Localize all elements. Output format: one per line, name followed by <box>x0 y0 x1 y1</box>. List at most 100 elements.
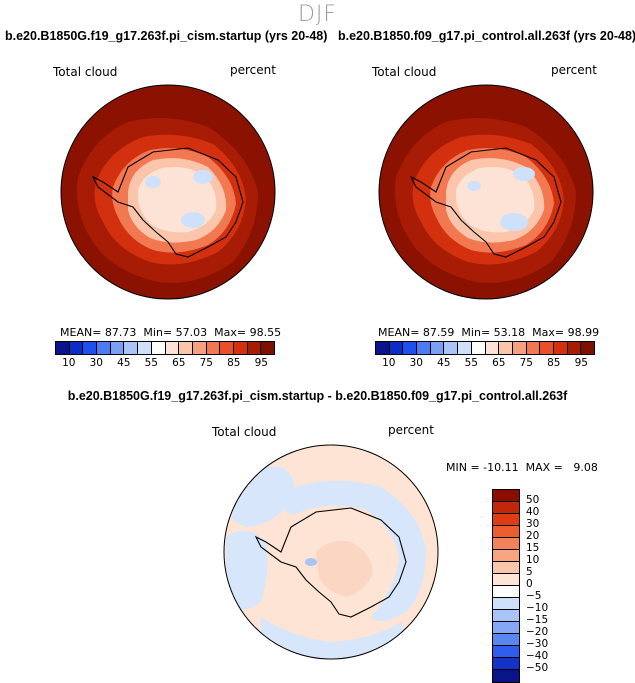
panel-1-colorbar-swatch <box>233 342 248 354</box>
panel-2-colorbar-swatch <box>430 342 445 354</box>
panel-1-colorbar-tick-label: 55 <box>144 357 158 369</box>
low-cloud-patch <box>467 181 481 191</box>
panel-1-colorbar-swatch <box>179 342 193 354</box>
panel-2-colorbar-swatch <box>417 342 431 354</box>
panel-3-units: percent <box>388 423 434 437</box>
panel-2-colorbar-tick-label: 30 <box>409 357 423 369</box>
panel-3-colorbar-swatch <box>493 634 519 646</box>
diff-negative-region <box>281 480 426 621</box>
panel-2-colorbar-swatch <box>512 342 527 354</box>
panel-2-colorbar-swatch <box>567 342 582 354</box>
panel-1-units: percent <box>230 63 276 77</box>
panel-3-colorbar-tick-label: −20 <box>526 626 549 638</box>
panel-3-colorbar-tick-label: −5 <box>526 590 542 602</box>
panel-3-colorbar-tick-label: 5 <box>526 566 533 578</box>
panel-3-colorbar-swatch <box>493 502 519 514</box>
low-cloud-patch <box>145 176 161 188</box>
panel-1-colorbar-swatch <box>247 342 262 354</box>
panel-1-variable: Total cloud <box>53 65 118 79</box>
panel-3-colorbar-swatch <box>493 538 519 550</box>
low-cloud-patch <box>193 170 213 184</box>
panel-1-colorbar-swatch <box>165 342 180 354</box>
panel-2-colorbar-swatch <box>553 342 568 354</box>
panel-1-colorbar-tick-label: 65 <box>172 357 186 369</box>
panel-2-variable: Total cloud <box>372 65 437 79</box>
panel-3-colorbar-tick-label: 20 <box>526 530 540 542</box>
panel-2-colorbar-tick-label: 75 <box>519 357 533 369</box>
panel-1-colorbar-swatch <box>110 342 125 354</box>
panel-2-colorbar-swatch <box>540 342 554 354</box>
panel-3-colorbar-swatch <box>493 526 519 538</box>
panel-2-polar-map <box>378 84 594 300</box>
antarctica-coastline <box>254 507 407 618</box>
panel-1-polar-map <box>60 84 276 300</box>
diff-negative-region <box>260 617 404 659</box>
panel-2-colorbar-swatch <box>499 342 513 354</box>
panel-2-colorbar-swatch <box>376 342 390 354</box>
panel-3-colorbar-tick-label: 15 <box>526 542 540 554</box>
panel-3-colorbar-swatch <box>493 562 519 574</box>
panel-2-colorbar-swatch <box>471 342 486 354</box>
panel-1-colorbar-swatch <box>124 342 139 354</box>
panel-3-variable: Total cloud <box>212 425 277 439</box>
panel-3-colorbar-tick-label: 40 <box>526 506 540 518</box>
panel-3-colorbar-tick-label: −40 <box>526 650 549 662</box>
map-border <box>60 84 276 300</box>
panel-1-colorbar-tick-label: 75 <box>199 357 213 369</box>
panel-3-colorbar-swatch <box>493 586 519 598</box>
season-title: DJF <box>297 2 338 27</box>
panel-3-colorbar-tick-label: −15 <box>526 614 549 626</box>
panel-2-colorbar-swatch <box>526 342 541 354</box>
panel-2-colorbar-tick-label: 65 <box>492 357 506 369</box>
panel-3-colorbar-tick-label: 0 <box>526 578 533 590</box>
panel-3-colorbar-tick-label: −10 <box>526 602 549 614</box>
panel-2-colorbar-swatch <box>403 342 418 354</box>
panel-3-colorbar-tick-label: −50 <box>526 662 549 674</box>
panel-2-colorbar <box>375 341 595 355</box>
antarctica-coastline <box>91 147 244 258</box>
panel-2-colorbar-swatch <box>485 342 500 354</box>
panel-1-colorbar-swatch <box>97 342 111 354</box>
panel-3-colorbar-swatch <box>493 550 519 562</box>
panel-2-colorbar-swatch <box>389 342 404 354</box>
panel-1-colorbar-tick-label: 85 <box>227 357 241 369</box>
panel-1-colorbar-tick-label: 95 <box>254 357 268 369</box>
panel-2-colorbar-tick-label: 95 <box>574 357 588 369</box>
panel-1-colorbar-tick-label: 10 <box>62 357 76 369</box>
panel-3-colorbar-swatch <box>493 670 519 682</box>
panel-1-colorbar-swatch <box>220 342 234 354</box>
panel-3-colorbar-tick-label: 50 <box>526 494 540 506</box>
panel-1-colorbar-swatch <box>69 342 84 354</box>
panel-1-stats: MEAN= 87.73 Min= 57.03 Max= 98.55 <box>60 326 282 339</box>
panel-1-colorbar-swatch <box>151 342 166 354</box>
panel-2-stats: MEAN= 87.59 Min= 53.18 Max= 98.99 <box>378 326 600 339</box>
panel-2-colorbar-swatch <box>444 342 459 354</box>
panel-1-colorbar-tick-label: 30 <box>89 357 103 369</box>
panel-3-colorbar-swatch <box>493 574 519 586</box>
panel-1-colorbar <box>55 341 275 355</box>
panel-3-colorbar-swatch <box>493 598 519 610</box>
panel-2-colorbar-tick-label: 10 <box>382 357 396 369</box>
panel-3-colorbar-tick-label: 30 <box>526 518 540 530</box>
panel-3-colorbar-tick-label: −30 <box>526 638 549 650</box>
panel-3-colorbar-swatch <box>493 646 519 658</box>
diff-negative-region <box>226 530 268 610</box>
panel-1-colorbar-swatch <box>192 342 207 354</box>
panel-2-title: b.e20.B1850.f09_g17.pi_control.all.263f … <box>338 29 635 43</box>
map-border <box>378 84 594 300</box>
panel-2-colorbar-tick-label: 55 <box>464 357 478 369</box>
panel-3-title: b.e20.B1850G.f19_g17.263f.pi_cism.startu… <box>67 389 568 403</box>
panel-3-colorbar-swatch <box>493 490 519 502</box>
diff-positive-region <box>316 540 373 597</box>
diff-negative-spot <box>305 558 317 566</box>
panel-3-colorbar <box>492 489 520 683</box>
panel-1-colorbar-swatch <box>261 342 274 354</box>
panel-1-colorbar-swatch <box>83 342 98 354</box>
panel-2-colorbar-tick-label: 85 <box>547 357 561 369</box>
low-cloud-patch <box>513 167 535 181</box>
panel-1-colorbar-swatch <box>206 342 221 354</box>
panel-1-colorbar-swatch <box>56 342 70 354</box>
panel-3-colorbar-tick-label: 10 <box>526 554 540 566</box>
map-border <box>223 444 439 660</box>
panel-3-colorbar-swatch <box>493 658 519 670</box>
